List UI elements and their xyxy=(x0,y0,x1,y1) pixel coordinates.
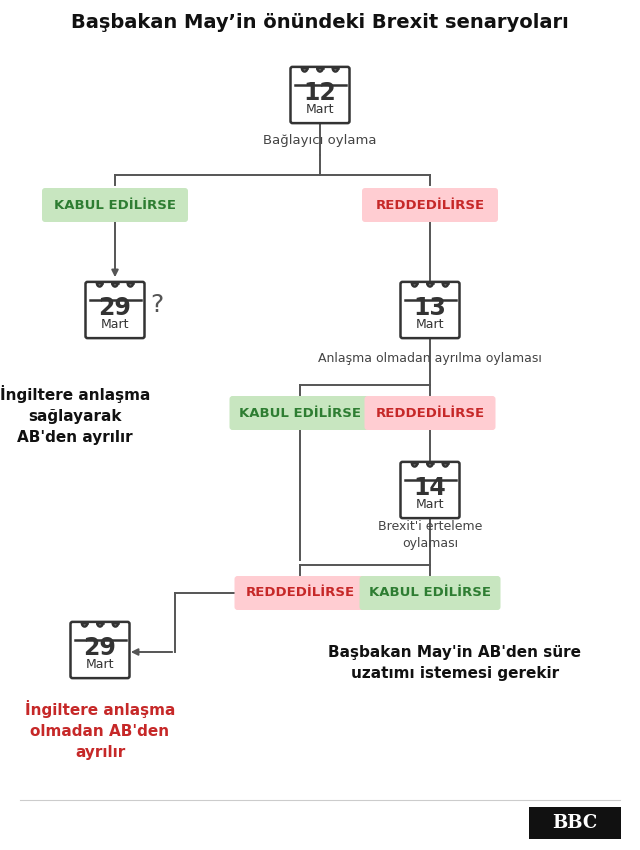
Text: REDDEDİLİRSE: REDDEDİLİRSE xyxy=(245,586,355,599)
FancyBboxPatch shape xyxy=(365,396,495,430)
Text: 14: 14 xyxy=(413,476,446,500)
FancyBboxPatch shape xyxy=(529,807,621,839)
Text: İngiltere anlaşma
sağlayarak
AB'den ayrılır: İngiltere anlaşma sağlayarak AB'den ayrı… xyxy=(0,385,150,445)
FancyBboxPatch shape xyxy=(234,576,365,610)
Text: Mart: Mart xyxy=(416,318,444,332)
FancyBboxPatch shape xyxy=(401,462,460,518)
FancyBboxPatch shape xyxy=(362,188,498,222)
FancyBboxPatch shape xyxy=(42,188,188,222)
FancyBboxPatch shape xyxy=(230,396,371,430)
Text: Anlaşma olmadan ayrılma oylaması: Anlaşma olmadan ayrılma oylaması xyxy=(318,352,542,365)
Text: Brexit'i erteleme
oylaması: Brexit'i erteleme oylaması xyxy=(378,520,482,550)
FancyBboxPatch shape xyxy=(360,576,500,610)
Text: Mart: Mart xyxy=(306,103,334,116)
Text: ?: ? xyxy=(150,293,164,317)
Text: REDDEDİLİRSE: REDDEDİLİRSE xyxy=(376,406,484,420)
Text: BBC: BBC xyxy=(552,814,598,832)
Text: Mart: Mart xyxy=(416,498,444,511)
Text: 29: 29 xyxy=(99,296,131,320)
FancyBboxPatch shape xyxy=(86,282,145,338)
Text: Başbakan May'in AB'den süre
uzatımı istemesi gerekir: Başbakan May'in AB'den süre uzatımı iste… xyxy=(328,645,582,681)
Text: 13: 13 xyxy=(413,296,447,320)
Text: 29: 29 xyxy=(84,636,116,660)
Text: Başbakan May’in önündeki Brexit senaryoları: Başbakan May’in önündeki Brexit senaryol… xyxy=(71,13,569,31)
FancyBboxPatch shape xyxy=(70,622,129,678)
Text: KABUL EDİLİRSE: KABUL EDİLİRSE xyxy=(239,406,361,420)
Text: Mart: Mart xyxy=(100,318,129,332)
Text: KABUL EDİLİRSE: KABUL EDİLİRSE xyxy=(54,199,176,212)
Text: KABUL EDİLİRSE: KABUL EDİLİRSE xyxy=(369,586,491,599)
FancyBboxPatch shape xyxy=(291,67,349,123)
Text: 12: 12 xyxy=(303,81,337,105)
FancyBboxPatch shape xyxy=(401,282,460,338)
Text: Bağlayıcı oylama: Bağlayıcı oylama xyxy=(263,133,377,146)
Text: İngiltere anlaşma
olmadan AB'den
ayrılır: İngiltere anlaşma olmadan AB'den ayrılır xyxy=(25,700,175,760)
Text: REDDEDİLİRSE: REDDEDİLİRSE xyxy=(376,199,484,212)
Text: Mart: Mart xyxy=(86,658,115,672)
